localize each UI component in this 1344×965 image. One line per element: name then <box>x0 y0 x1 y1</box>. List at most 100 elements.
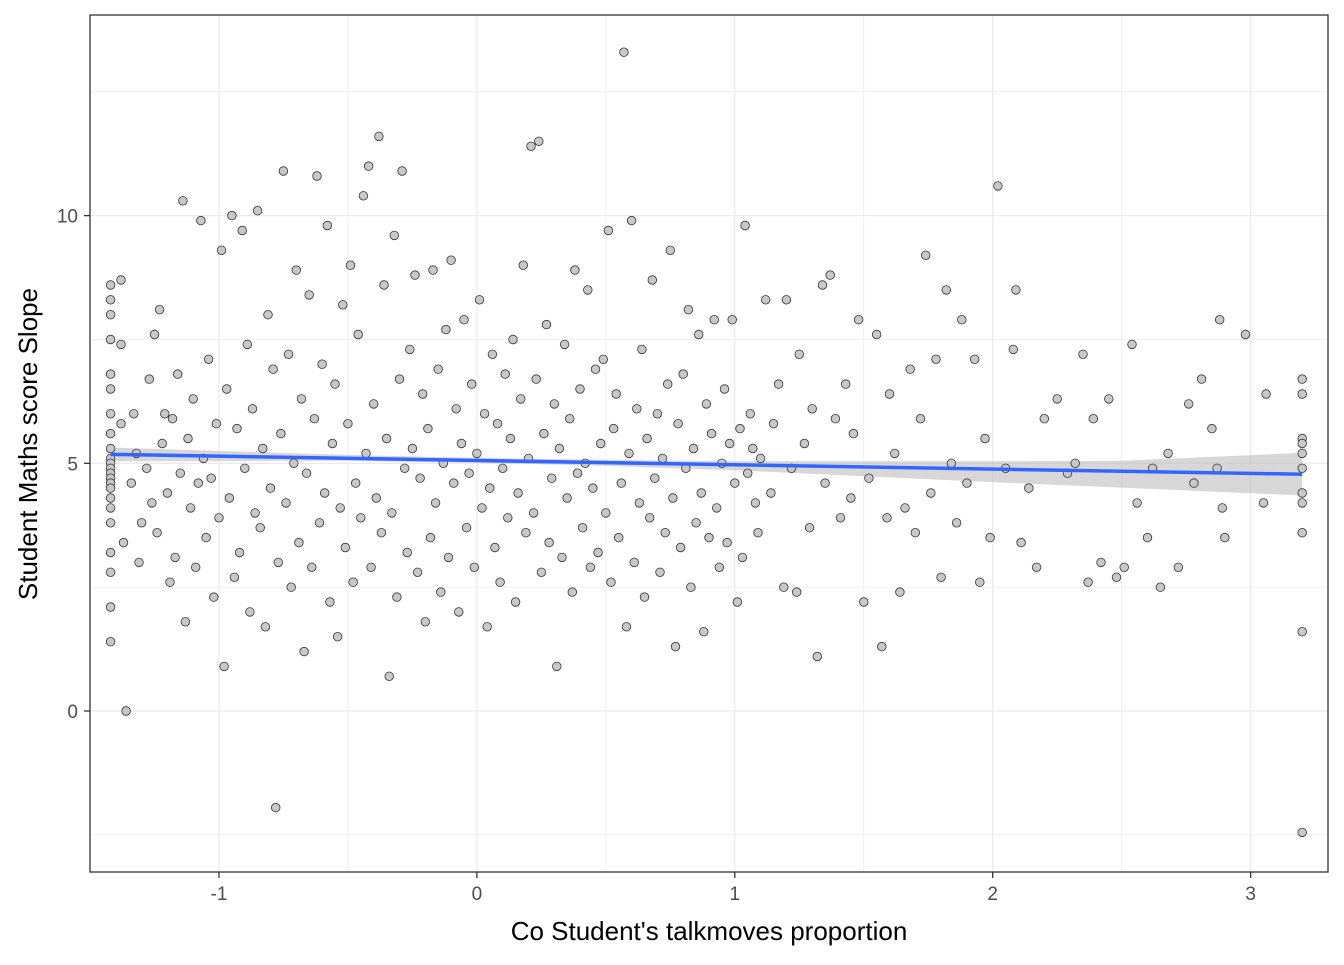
data-point <box>575 384 585 394</box>
data-point <box>105 637 116 647</box>
grid-major <box>90 15 1328 872</box>
data-point <box>105 602 116 612</box>
data-point <box>170 552 180 563</box>
data-point <box>614 532 624 543</box>
data-point <box>572 468 583 478</box>
data-point <box>105 483 116 493</box>
data-point <box>250 508 260 518</box>
data-point <box>410 270 420 280</box>
data-point <box>980 433 990 444</box>
data-point <box>394 374 405 384</box>
data-point <box>549 399 560 409</box>
data-point <box>647 275 658 285</box>
data-point <box>957 315 967 325</box>
data-point <box>1261 389 1271 399</box>
data-point <box>258 443 268 454</box>
data-point <box>1217 503 1228 513</box>
data-point <box>616 478 627 488</box>
data-point <box>105 384 116 394</box>
data-point <box>121 706 131 716</box>
data-point <box>985 532 995 543</box>
data-point <box>1011 285 1021 295</box>
data-point <box>975 577 985 587</box>
data-point <box>1196 374 1207 384</box>
data-point <box>719 384 730 394</box>
data-point <box>420 617 431 627</box>
data-point <box>1119 562 1129 573</box>
data-point <box>1127 339 1137 350</box>
data-point <box>240 463 250 474</box>
data-point <box>694 329 704 340</box>
data-point <box>400 463 410 474</box>
data-point <box>425 532 436 543</box>
data-point <box>1207 423 1217 434</box>
data-point <box>338 300 348 310</box>
data-point <box>224 493 235 503</box>
data-point <box>1155 582 1166 592</box>
data-point <box>691 518 701 528</box>
data-point <box>412 567 423 578</box>
data-point <box>993 181 1003 191</box>
data-point <box>663 379 673 389</box>
data-point <box>237 225 247 236</box>
data-point <box>1220 532 1230 543</box>
data-point <box>379 280 389 290</box>
data-point <box>807 404 817 414</box>
data-point <box>144 374 155 384</box>
data-point <box>521 528 531 538</box>
data-point <box>503 513 513 523</box>
data-point <box>871 329 882 340</box>
x-axis-title: Co Student's talkmoves proportion <box>511 916 908 946</box>
data-point <box>418 389 428 399</box>
data-point <box>105 428 116 439</box>
data-point <box>363 161 374 171</box>
data-point <box>931 354 941 365</box>
data-point <box>232 423 242 434</box>
data-point <box>1111 572 1122 583</box>
data-point <box>781 295 792 305</box>
data-point <box>178 196 188 206</box>
data-point <box>1008 344 1019 355</box>
x-tick-label: 2 <box>987 884 998 905</box>
grid-minor <box>89 15 1328 872</box>
data-point <box>1024 483 1034 493</box>
data-point <box>149 329 160 340</box>
data-point <box>748 443 758 454</box>
data-point <box>727 315 737 325</box>
data-point <box>343 419 353 429</box>
data-point <box>1173 562 1184 573</box>
data-point <box>193 478 204 488</box>
data-point <box>472 448 482 459</box>
data-point <box>165 577 175 587</box>
data-point <box>136 518 147 528</box>
data-point <box>665 245 676 256</box>
data-point <box>910 528 921 538</box>
data-point <box>278 166 289 176</box>
data-point <box>531 374 541 384</box>
data-point <box>289 458 299 469</box>
data-point <box>970 354 980 365</box>
data-point <box>371 493 382 503</box>
data-point <box>668 493 678 503</box>
data-point <box>134 557 144 568</box>
data-point <box>443 552 454 563</box>
data-point <box>905 364 915 374</box>
data-point <box>105 334 116 345</box>
data-point <box>792 587 802 597</box>
data-point <box>722 537 732 548</box>
data-point <box>593 547 603 558</box>
data-point <box>1297 374 1307 384</box>
data-point <box>234 547 245 558</box>
data-point <box>265 483 276 493</box>
data-point <box>312 171 322 181</box>
data-point <box>203 354 214 365</box>
data-point <box>642 433 652 444</box>
data-point <box>712 503 722 513</box>
data-point <box>510 597 521 607</box>
data-point <box>766 488 776 498</box>
data-point <box>567 587 578 597</box>
data-point <box>451 404 461 414</box>
data-point <box>926 488 936 498</box>
data-point <box>737 552 748 563</box>
data-point <box>201 532 211 543</box>
